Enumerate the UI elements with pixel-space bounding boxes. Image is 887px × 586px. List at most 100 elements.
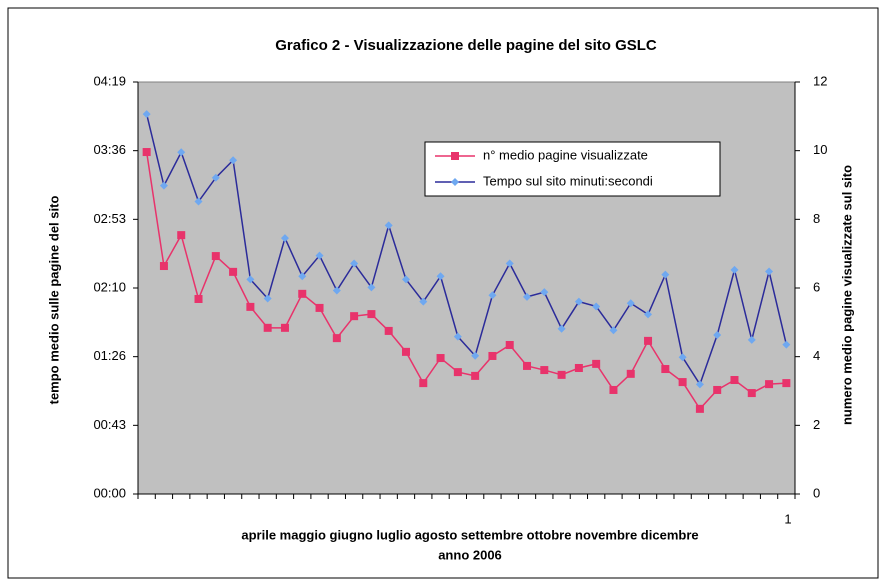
y-tick-label: 03:36 <box>93 142 126 157</box>
point <box>350 259 359 268</box>
y-axis-label: tempo medio sulle pagine del sito <box>46 196 61 405</box>
point <box>453 332 462 341</box>
point <box>401 275 410 284</box>
point <box>142 110 151 119</box>
x-axis-label: anno 2006 <box>438 547 502 562</box>
point <box>747 335 756 344</box>
legend-label: Tempo sul sito minuti:secondi <box>483 173 653 188</box>
point <box>713 331 722 340</box>
annotation: 1 <box>784 511 791 526</box>
point <box>592 359 601 368</box>
point <box>609 326 618 335</box>
y2-tick-label: 10 <box>813 142 827 157</box>
point <box>765 380 774 389</box>
point <box>678 353 687 362</box>
point <box>661 365 670 374</box>
point <box>713 385 722 394</box>
point <box>332 334 341 343</box>
point <box>315 251 324 260</box>
point <box>367 283 376 292</box>
point <box>471 371 480 380</box>
point <box>523 361 532 370</box>
point <box>782 340 791 349</box>
y-tick-label: 00:00 <box>93 485 126 500</box>
point <box>557 324 566 333</box>
point <box>384 326 393 335</box>
point <box>436 272 445 281</box>
point <box>747 389 756 398</box>
point <box>574 297 583 306</box>
point <box>505 340 514 349</box>
point <box>246 302 255 311</box>
legend-marker <box>451 152 459 160</box>
point <box>280 323 289 332</box>
y-tick-label: 02:53 <box>93 211 126 226</box>
point <box>350 312 359 321</box>
legend-marker <box>451 178 459 186</box>
point <box>159 181 168 190</box>
chart-title: Grafico 2 - Visualizzazione delle pagine… <box>275 37 657 54</box>
point <box>194 294 203 303</box>
point <box>436 354 445 363</box>
point <box>177 148 186 157</box>
y-tick-label: 02:10 <box>93 279 126 294</box>
point <box>419 297 428 306</box>
point <box>211 252 220 261</box>
point <box>419 379 428 388</box>
y-tick-label: 04:19 <box>93 73 126 88</box>
point <box>315 303 324 312</box>
point <box>730 376 739 385</box>
point <box>505 259 514 268</box>
point <box>644 310 653 319</box>
point <box>142 148 151 157</box>
point <box>194 197 203 206</box>
point <box>782 379 791 388</box>
point <box>488 351 497 360</box>
point <box>574 363 583 372</box>
point <box>609 385 618 394</box>
y2-tick-label: 4 <box>813 348 820 363</box>
point <box>246 275 255 284</box>
x-axis-label: aprile maggio giugno luglio agosto sette… <box>241 527 698 542</box>
point <box>453 368 462 377</box>
point <box>557 370 566 379</box>
y2-tick-label: 12 <box>813 73 827 88</box>
point <box>211 173 220 182</box>
y2-tick-label: 0 <box>813 485 820 500</box>
point <box>384 221 393 230</box>
y2-tick-label: 8 <box>813 211 820 226</box>
point <box>298 289 307 298</box>
point <box>177 231 186 240</box>
point <box>471 351 480 360</box>
point <box>229 156 238 165</box>
point <box>695 404 704 413</box>
point <box>298 272 307 281</box>
point <box>626 299 635 308</box>
point <box>280 234 289 243</box>
point <box>661 270 670 279</box>
point <box>263 323 272 332</box>
y-tick-label: 00:43 <box>93 417 126 432</box>
point <box>695 380 704 389</box>
point <box>488 291 497 300</box>
point <box>592 302 601 311</box>
y2-axis-label: numero medio pagine visualizzate sul sit… <box>839 165 854 425</box>
point <box>159 262 168 271</box>
y2-tick-label: 6 <box>813 279 820 294</box>
series-line <box>145 113 788 387</box>
legend-label: n° medio pagine visualizzate <box>483 147 648 162</box>
legend-box <box>424 141 721 197</box>
point <box>678 378 687 387</box>
point <box>332 286 341 295</box>
y2-tick-label: 2 <box>813 417 820 432</box>
point <box>730 265 739 274</box>
point <box>263 294 272 303</box>
point <box>540 366 549 375</box>
point <box>644 336 653 345</box>
point <box>229 267 238 276</box>
point <box>367 310 376 319</box>
point <box>401 347 410 356</box>
point <box>765 267 774 276</box>
point <box>540 288 549 297</box>
